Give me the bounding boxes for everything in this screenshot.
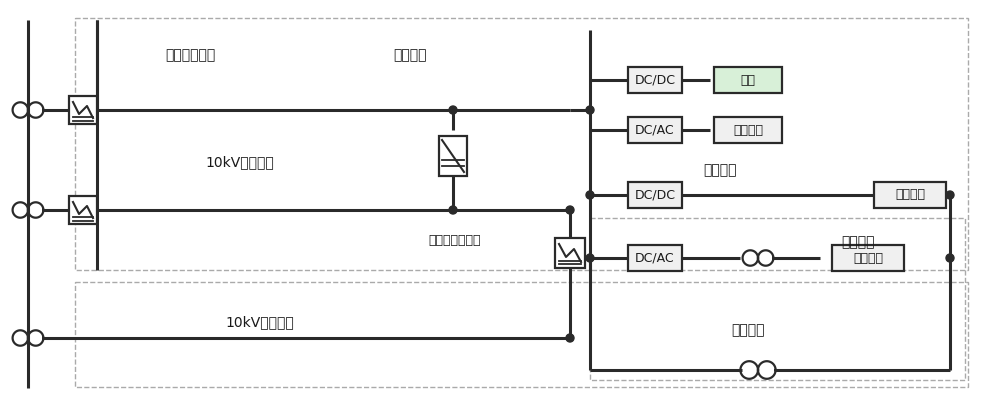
Circle shape xyxy=(449,106,457,114)
Bar xyxy=(628,182,682,208)
Bar xyxy=(832,245,904,271)
Bar xyxy=(714,117,782,143)
Circle shape xyxy=(946,191,954,199)
Text: DC/DC: DC/DC xyxy=(635,74,676,86)
Bar xyxy=(439,136,467,176)
Bar xyxy=(628,117,682,143)
Text: 交流子网: 交流子网 xyxy=(841,235,875,249)
Text: DC/AC: DC/AC xyxy=(635,124,675,136)
Text: 直流负荷: 直流负荷 xyxy=(895,188,925,202)
Bar xyxy=(75,282,968,387)
Text: 中压直流母线: 中压直流母线 xyxy=(165,48,215,62)
Text: 直流子网: 直流子网 xyxy=(393,48,427,62)
Text: 低压交流: 低压交流 xyxy=(731,323,765,337)
Text: 光伏: 光伏 xyxy=(740,74,756,86)
Bar xyxy=(69,96,97,124)
Text: DC/AC: DC/AC xyxy=(635,252,675,264)
Text: 10kV直流线路: 10kV直流线路 xyxy=(206,155,274,169)
Bar xyxy=(628,245,682,271)
Text: DC/DC: DC/DC xyxy=(635,188,676,202)
Bar xyxy=(714,67,782,93)
Circle shape xyxy=(449,206,457,214)
Bar xyxy=(590,218,965,380)
Circle shape xyxy=(586,191,594,199)
Text: 交直流线路互联: 交直流线路互联 xyxy=(429,234,481,246)
Text: 交流负荷: 交流负荷 xyxy=(853,252,883,264)
Bar xyxy=(555,238,585,268)
Text: 低压直流: 低压直流 xyxy=(703,163,737,177)
Circle shape xyxy=(566,206,574,214)
Circle shape xyxy=(586,254,594,262)
Bar xyxy=(69,196,97,224)
Text: 小型风电: 小型风电 xyxy=(733,124,763,136)
Circle shape xyxy=(586,106,594,114)
Circle shape xyxy=(946,254,954,262)
Bar xyxy=(75,18,968,270)
Bar xyxy=(874,182,946,208)
Text: 10kV交流线路: 10kV交流线路 xyxy=(226,315,294,329)
Bar xyxy=(628,67,682,93)
Circle shape xyxy=(566,334,574,342)
